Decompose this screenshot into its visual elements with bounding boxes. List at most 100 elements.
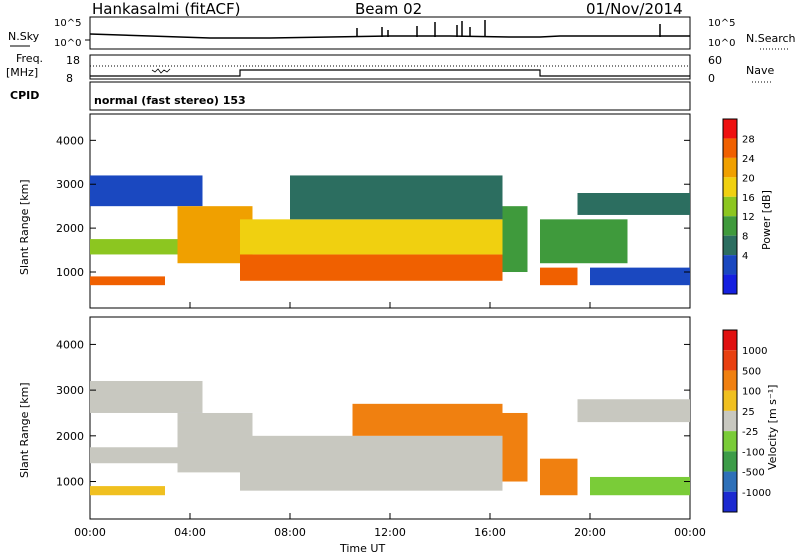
nsearch-spikes bbox=[356, 20, 661, 37]
colorbar-swatch bbox=[723, 216, 737, 236]
ytick-label: 1000 bbox=[56, 476, 84, 489]
date-title: 01/Nov/2014 bbox=[586, 0, 683, 18]
colorbar-tick: -25 bbox=[742, 427, 758, 438]
freq-tick-bottom: 8 bbox=[66, 72, 73, 85]
power-yticks: 4000 3000 2000 1000 bbox=[56, 134, 690, 279]
colorbar-swatch bbox=[723, 491, 737, 512]
colorbar-tick: 4 bbox=[742, 251, 748, 262]
colorbar-tick: 20 bbox=[742, 173, 755, 184]
time-axis-label: Time UT bbox=[339, 542, 385, 554]
nsearch-label: N.Search bbox=[746, 32, 796, 45]
freq-tick-top: 18 bbox=[66, 54, 80, 67]
colorbar-frame bbox=[722, 329, 738, 513]
colorbar-swatch bbox=[723, 350, 737, 371]
data-region-4 bbox=[240, 435, 503, 491]
colorbar-tick: 28 bbox=[742, 134, 755, 145]
nsky-trace bbox=[89, 33, 690, 39]
colorbar-swatch bbox=[723, 410, 737, 432]
ytick-label: 2000 bbox=[56, 222, 84, 235]
xtick-label: 16:00 bbox=[474, 526, 506, 539]
ytick-label: 3000 bbox=[56, 384, 84, 397]
cpid-label: CPID bbox=[10, 89, 39, 102]
power-panel: 4000 3000 2000 1000 Slant Range [km] bbox=[18, 113, 691, 309]
data-region-0 bbox=[90, 175, 203, 207]
ytick-label: 3000 bbox=[56, 178, 84, 191]
nave-label: Nave bbox=[746, 64, 774, 77]
cpid-panel bbox=[89, 81, 691, 111]
colorbar-tick: -1000 bbox=[742, 488, 771, 499]
xtick-label: 08:00 bbox=[274, 526, 306, 539]
velocity-data bbox=[90, 380, 690, 496]
ytick-label: 4000 bbox=[56, 134, 84, 147]
velocity-colorbar: 1000 500 100 25 -25 -100 -500 -1000 bbox=[722, 329, 771, 513]
nsky-panel bbox=[89, 16, 691, 50]
data-region-9 bbox=[590, 476, 690, 496]
colorbar-tick: 8 bbox=[742, 232, 748, 243]
nsky-tick-top: 10^5 bbox=[54, 18, 81, 29]
colorbar-swatch bbox=[723, 471, 737, 492]
colorbar-tick: 16 bbox=[742, 193, 755, 204]
time-axis: 00:00 04:00 08:00 12:00 16:00 20:00 00:00 bbox=[74, 302, 706, 539]
data-region-10 bbox=[577, 193, 690, 215]
nsky-tick-bottom: 10^0 bbox=[54, 38, 81, 49]
colorbar-swatch bbox=[723, 235, 737, 256]
data-region-5 bbox=[240, 219, 503, 255]
velocity-panel: 4000 3000 2000 1000 Slant Range [km] bbox=[18, 316, 691, 520]
data-region-2 bbox=[90, 276, 165, 286]
colorbar-swatch bbox=[723, 390, 737, 411]
velocity-ylabel: Slant Range [km] bbox=[18, 382, 31, 478]
data-region-9 bbox=[540, 219, 628, 264]
ytick-label: 4000 bbox=[56, 338, 84, 351]
ytick-label: 2000 bbox=[56, 430, 84, 443]
colorbar-tick: -100 bbox=[742, 447, 765, 458]
colorbar-swatch bbox=[723, 177, 737, 197]
data-region-6 bbox=[290, 175, 503, 220]
nave-tick-top: 60 bbox=[708, 54, 722, 67]
nave-tick-bottom: 0 bbox=[708, 72, 715, 85]
data-region-1 bbox=[90, 447, 203, 464]
freq-label: Freq. bbox=[16, 52, 43, 65]
colorbar-swatch bbox=[723, 451, 737, 472]
data-region-1 bbox=[90, 239, 203, 255]
colorbar-swatch bbox=[723, 370, 737, 391]
colorbar-tick: 100 bbox=[742, 387, 761, 398]
colorbar-frame bbox=[722, 118, 738, 295]
data-region-2 bbox=[90, 486, 165, 496]
nsearch-tick-top: 10^5 bbox=[708, 18, 735, 29]
colorbar-swatch bbox=[723, 255, 737, 275]
data-region-6 bbox=[502, 412, 528, 482]
colorbar-swatch bbox=[723, 274, 737, 294]
freq-panel bbox=[89, 54, 691, 80]
colorbar-tick: 1000 bbox=[742, 346, 767, 357]
colorbar-tick: 500 bbox=[742, 366, 761, 377]
nsky-label: N.Sky bbox=[8, 30, 40, 43]
power-colorbar-label: Power [dB] bbox=[760, 190, 773, 250]
freq-unit: [MHz] bbox=[6, 66, 38, 79]
beam-title: Beam 02 bbox=[355, 0, 422, 18]
xtick-label: 04:00 bbox=[174, 526, 206, 539]
freq-trace bbox=[90, 69, 690, 77]
colorbar-swatch bbox=[723, 196, 737, 217]
colorbar-tick: -500 bbox=[742, 468, 765, 479]
data-region-8 bbox=[540, 267, 578, 286]
colorbar-tick: 25 bbox=[742, 407, 755, 418]
power-colorbar: 28 24 20 16 12 8 4 bbox=[722, 118, 755, 295]
cpid-text: normal (fast stereo) 153 bbox=[94, 94, 246, 107]
xtick-label: 00:00 bbox=[74, 526, 106, 539]
xtick-label: 20:00 bbox=[574, 526, 606, 539]
data-region-0 bbox=[90, 380, 203, 413]
data-region-4 bbox=[240, 254, 503, 281]
nsearch-tick-bottom: 10^0 bbox=[708, 38, 735, 49]
colorbar-swatch bbox=[723, 138, 737, 158]
ytick-label: 1000 bbox=[56, 266, 84, 279]
freq-noise bbox=[151, 68, 171, 74]
station-title: Hankasalmi (fitACF) bbox=[92, 0, 240, 18]
data-region-8 bbox=[577, 399, 690, 423]
velocity-yticks: 4000 3000 2000 1000 bbox=[56, 338, 690, 489]
xtick-label: 00:00 bbox=[674, 526, 706, 539]
data-region-7 bbox=[502, 206, 528, 273]
data-region-7 bbox=[540, 458, 578, 496]
xtick-label: 12:00 bbox=[374, 526, 406, 539]
velocity-colorbar-label: Velocity [m s⁻¹] bbox=[766, 385, 779, 470]
